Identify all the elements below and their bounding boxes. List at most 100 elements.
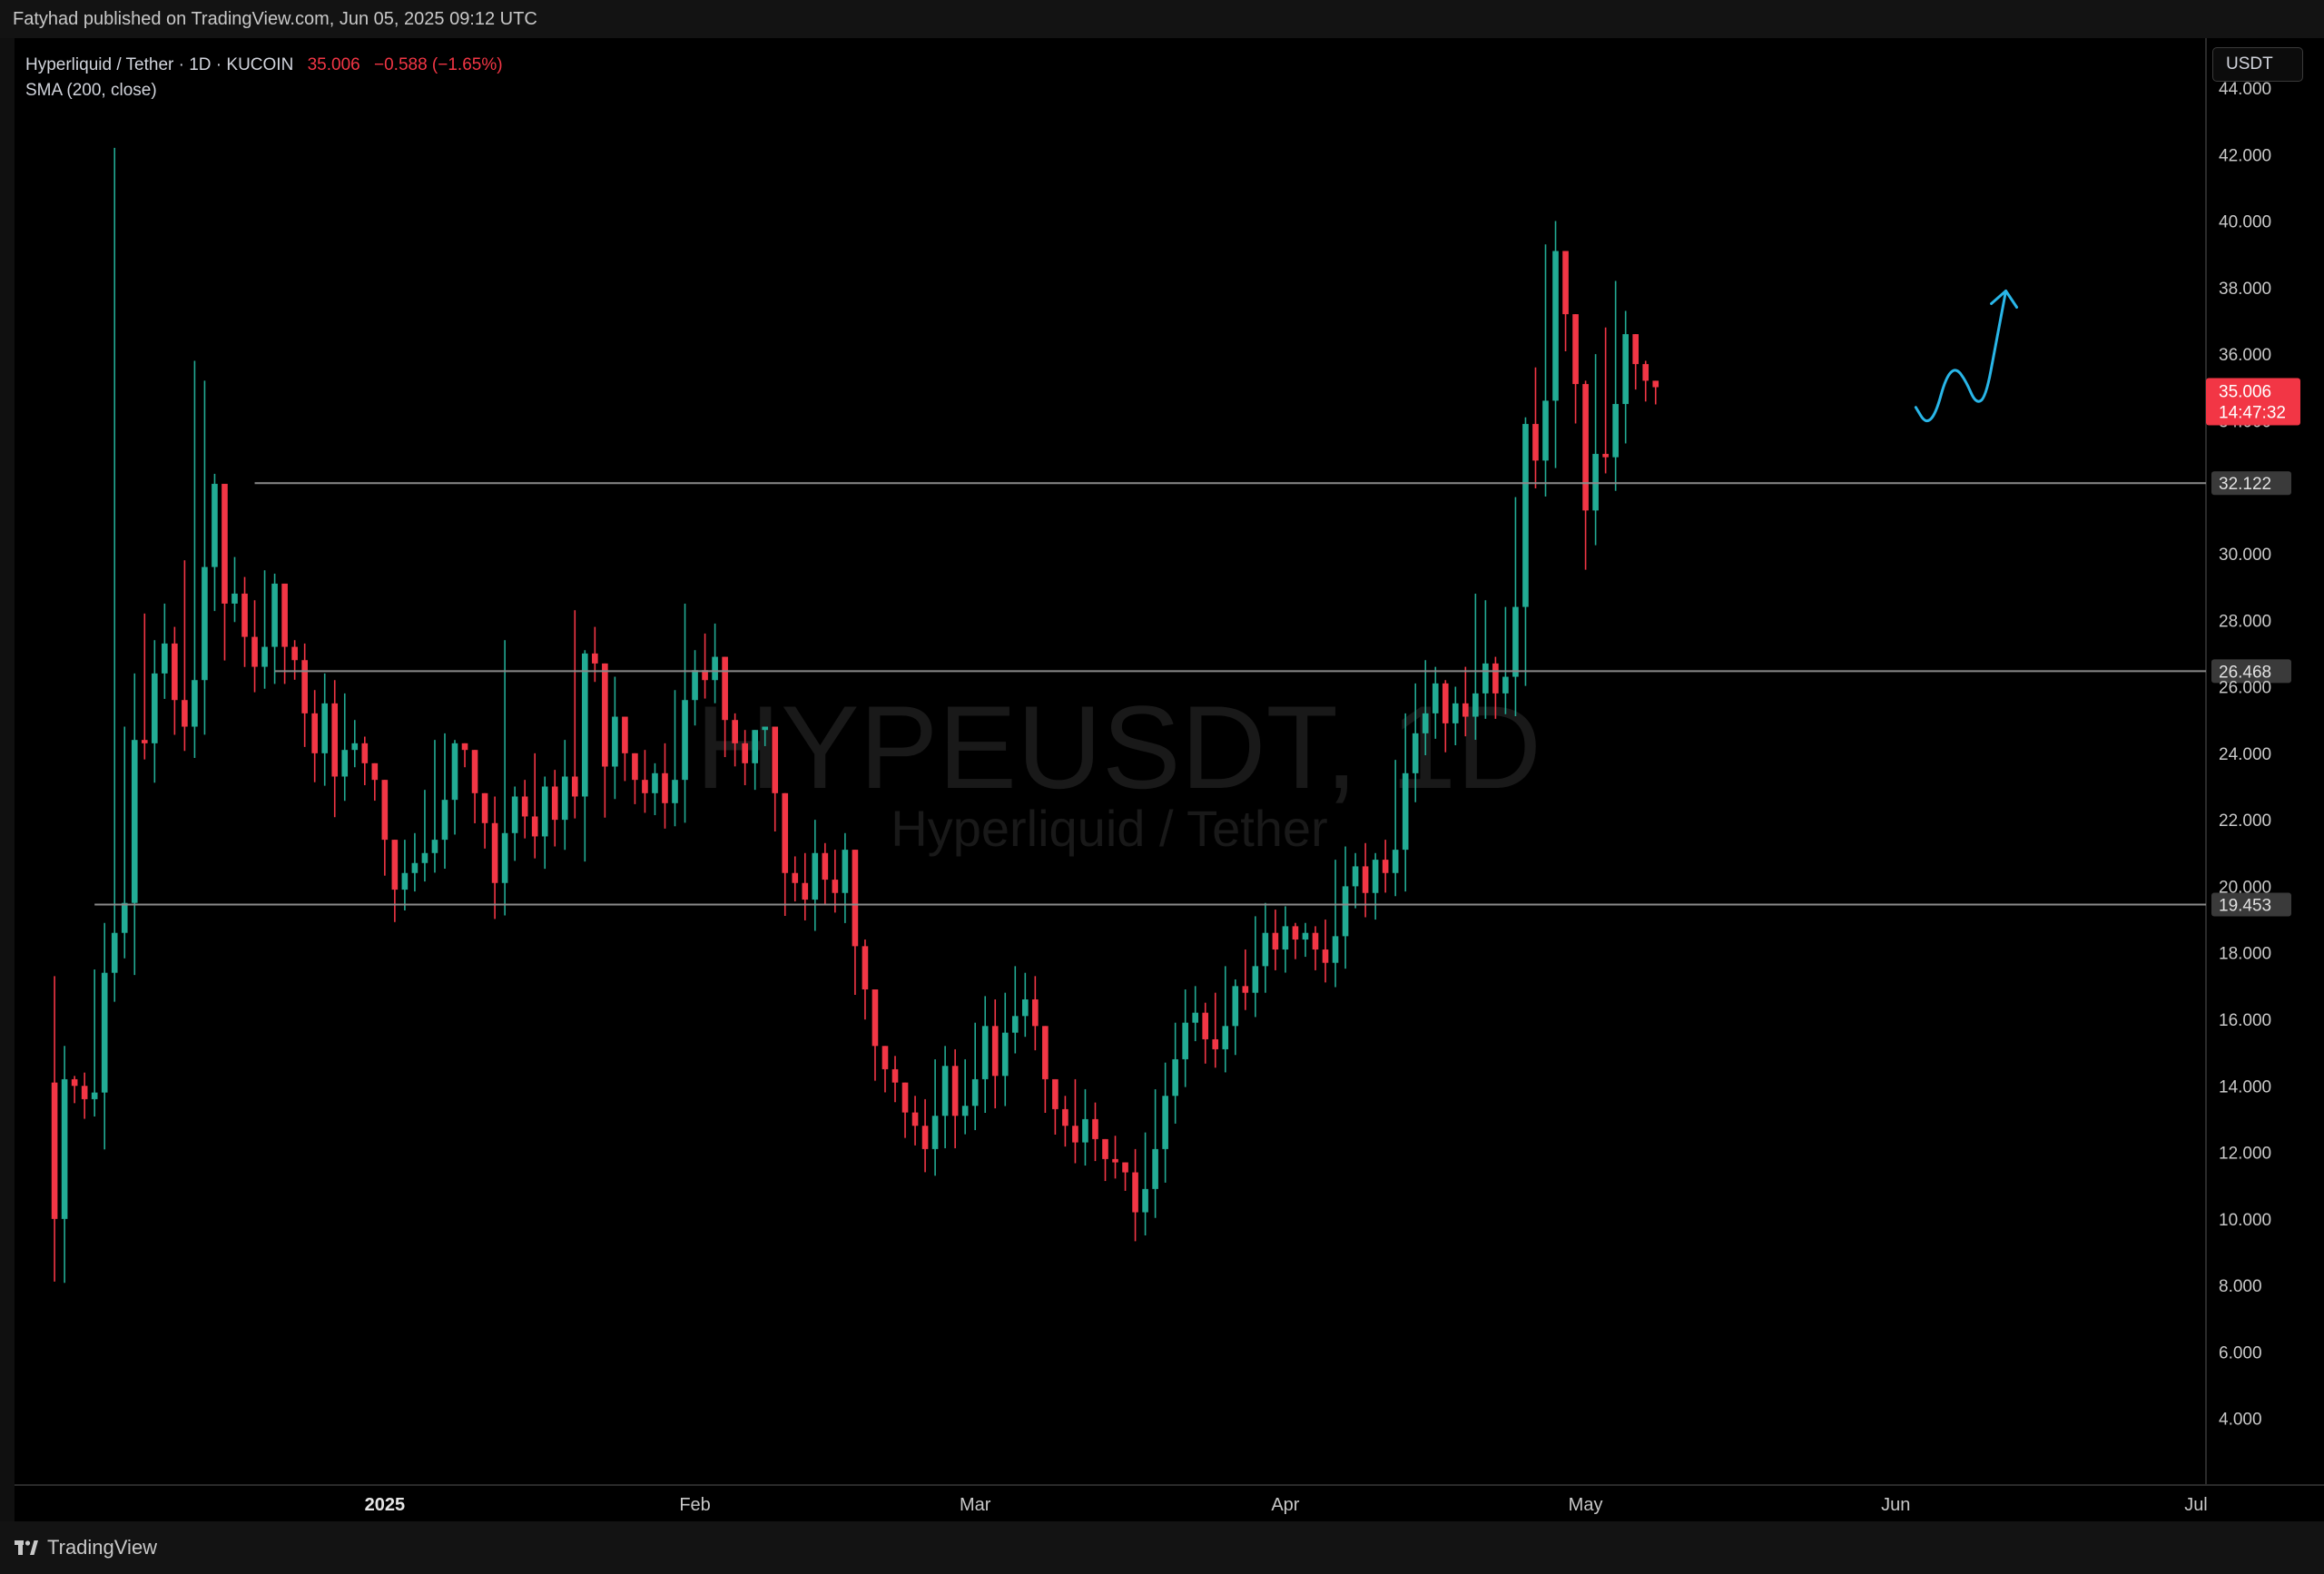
candle-body [1392,850,1399,873]
tradingview-logo-icon [15,1540,38,1555]
candle-body [1052,1078,1059,1109]
candle-body [941,1066,949,1117]
candle-body [1552,251,1559,401]
price-tick-label: 20.000 [2219,878,2271,897]
candle-body [1142,1188,1148,1213]
watermark-name: Hyperliquid / Tether [891,800,1327,857]
candle-body [911,1112,919,1126]
candle-body [1272,932,1279,950]
level-label-bg [2211,892,2291,917]
candle-body [1202,1012,1209,1039]
candle-body [1422,713,1429,733]
currency-button[interactable]: USDT [2212,47,2303,82]
candle-body [1192,1012,1199,1023]
candle-body [991,1026,999,1077]
candle-body [602,663,608,767]
candle-body [891,1068,899,1083]
candle-body [712,656,718,681]
candle-body [1482,663,1489,694]
candle-body [792,872,799,883]
price-tick-label: 28.000 [2219,612,2271,631]
candle-body [722,656,728,721]
candle-body [91,1092,98,1099]
level-label-bg [2211,471,2291,496]
candle-body [1522,424,1529,607]
publish-bar: Fatyhad published on TradingView.com, Ju… [0,0,2324,38]
projection-curve [1914,289,2008,423]
time-tick-label: Jul [2184,1495,2208,1515]
candle-body [531,816,538,837]
candle-body [901,1082,909,1113]
candle-body [802,882,809,900]
candle-body [961,1106,969,1117]
indicator-label[interactable]: SMA (200, close) [25,81,157,100]
candle-body [1562,251,1569,315]
candle-body [1492,663,1499,694]
candle-body [501,832,508,883]
time-tick-label: Apr [1271,1495,1299,1515]
tradingview-logo[interactable]: TradingView [15,1536,157,1559]
price-tick-label: 18.000 [2219,945,2271,964]
time-tick-label: Feb [679,1495,710,1515]
candle-body [1062,1108,1068,1126]
price-axis-area [2206,38,2324,1485]
candle-body [1362,866,1369,893]
candle-body [581,653,588,797]
candle-body [202,566,208,681]
candle-body [1242,986,1249,993]
price-tick-label: 42.000 [2219,146,2271,165]
current-price-label-bg [2206,378,2300,426]
candle-body [101,972,108,1093]
candle-body [782,792,789,873]
candle-body [471,750,478,793]
price-tick-label: 10.000 [2219,1211,2271,1230]
candle-body [561,776,568,821]
candle-body [431,840,438,853]
candle-body [632,753,638,781]
candle-body [231,593,238,604]
candle-body [1542,400,1549,461]
candle-body [1122,1162,1128,1173]
price-tick-label: 22.000 [2219,812,2271,831]
candle-body [281,583,288,647]
candle-body [421,852,428,863]
price-tick-label: 26.000 [2219,679,2271,698]
candle-body [1072,1126,1078,1143]
candle-body [251,636,258,667]
candle-body [1182,1022,1188,1059]
symbol-line: Hyperliquid / Tether · 1D · KUCOIN [25,55,294,74]
candle-body [981,1026,989,1079]
candle-body [1021,999,1029,1017]
candle-body [692,670,698,701]
candle-body [1432,683,1439,713]
candle-body [162,643,168,674]
indicator-legend-row[interactable]: SMA (200, close) [25,78,503,103]
candle-body [742,743,748,763]
candle-body [1402,772,1409,851]
candle-body [441,800,448,841]
candle-body [381,780,389,841]
level-label: 32.122 [2219,475,2271,494]
candle-body [612,716,618,767]
candle-body [451,743,458,801]
candle-body [812,852,819,900]
candle-body [682,700,688,781]
candle-body [1282,926,1289,950]
time-tick-label: Jun [1881,1495,1910,1515]
price-tick-label: 14.000 [2219,1077,2271,1097]
candle-body [551,786,558,821]
candle-body [192,680,198,727]
candle-body [1092,1118,1098,1139]
candle-body [521,796,528,817]
candle-body [1472,693,1479,717]
candle-body [732,720,738,743]
candle-body [1032,999,1039,1027]
candle-body [1372,860,1379,893]
candle-body [1652,380,1659,388]
candle-body [662,772,668,803]
candle-body [881,1046,889,1069]
price-tick-label: 44.000 [2219,80,2271,99]
candle-body [51,1082,58,1219]
candle-body [1462,703,1469,717]
